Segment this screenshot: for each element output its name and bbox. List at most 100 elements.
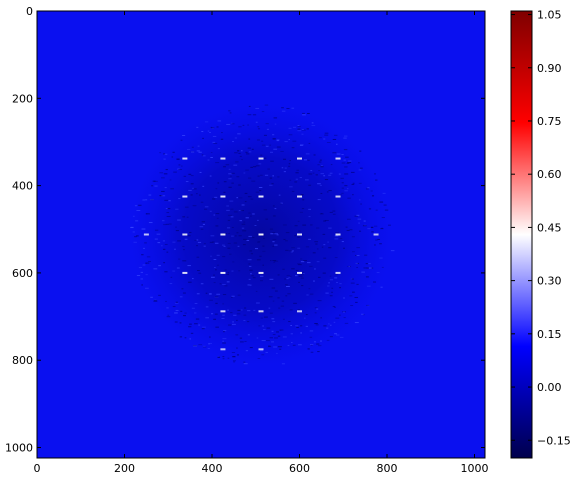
speckle-mark <box>243 244 246 245</box>
speckle-mark <box>333 214 336 215</box>
speckle-mark <box>224 181 227 182</box>
speckle-mark <box>201 202 204 203</box>
speckle-mark <box>343 160 345 161</box>
speckle-mark <box>311 345 313 346</box>
speckle-mark <box>240 338 242 339</box>
speckle-mark <box>165 244 168 245</box>
speckle-mark <box>255 248 258 249</box>
speckle-mark <box>275 291 278 292</box>
speckle-mark <box>276 331 279 332</box>
speckle-mark <box>176 230 179 231</box>
speckle-mark <box>363 225 367 226</box>
bright-point <box>182 158 187 160</box>
speckle-mark <box>228 325 231 326</box>
speckle-mark <box>366 263 368 264</box>
speckle-mark <box>211 313 213 314</box>
bright-point <box>297 234 302 236</box>
speckle-mark <box>304 159 307 160</box>
speckle-mark <box>174 249 176 250</box>
speckle-mark <box>361 272 365 273</box>
bright-point <box>297 158 302 160</box>
speckle-mark <box>356 267 358 268</box>
speckle-mark <box>315 244 317 245</box>
speckle-mark <box>382 217 385 218</box>
speckle-mark <box>349 295 352 296</box>
speckle-mark <box>163 159 165 160</box>
speckle-mark <box>344 190 347 191</box>
speckle-mark <box>212 142 215 143</box>
speckle-mark <box>314 323 318 324</box>
speckle-mark <box>300 332 302 333</box>
speckle-mark <box>272 175 274 176</box>
speckle-mark <box>273 239 277 240</box>
speckle-mark <box>178 169 182 170</box>
speckle-mark <box>272 246 274 247</box>
speckle-mark <box>367 187 369 188</box>
speckle-mark <box>266 146 269 147</box>
speckle-mark <box>289 163 291 164</box>
speckle-mark <box>273 205 275 206</box>
speckle-mark <box>286 286 290 287</box>
speckle-mark <box>206 306 209 307</box>
speckle-mark <box>316 228 319 229</box>
colorbar-tick-label: 0.90 <box>537 62 562 75</box>
bright-point <box>182 196 187 198</box>
speckle-mark <box>238 295 241 296</box>
speckle-mark <box>248 139 250 140</box>
speckle-mark <box>350 305 353 306</box>
speckle-mark <box>317 183 321 184</box>
speckle-mark <box>257 220 259 221</box>
colorbar-tick-label: 0.45 <box>537 221 562 234</box>
speckle-mark <box>300 195 303 196</box>
speckle-mark <box>299 276 303 277</box>
speckle-mark <box>289 139 291 140</box>
speckle-mark <box>180 336 182 337</box>
speckle-mark <box>269 308 271 309</box>
speckle-mark <box>227 310 229 311</box>
speckle-mark <box>301 278 304 279</box>
speckle-mark <box>168 200 170 201</box>
speckle-mark <box>347 162 351 163</box>
speckle-mark <box>155 230 158 231</box>
speckle-mark <box>142 199 145 200</box>
speckle-mark <box>248 196 252 197</box>
colorbar-tick-label: 0.00 <box>537 381 562 394</box>
speckle-mark <box>280 151 283 152</box>
speckle-mark <box>357 255 360 256</box>
speckle-mark <box>227 248 230 249</box>
speckle-mark <box>239 220 242 221</box>
speckle-mark <box>226 205 229 206</box>
speckle-mark <box>196 319 199 320</box>
speckle-mark <box>371 227 373 228</box>
speckle-mark <box>264 158 266 159</box>
speckle-mark <box>257 126 259 127</box>
speckle-mark <box>333 306 335 307</box>
speckle-mark <box>249 151 251 152</box>
speckle-mark <box>379 243 382 244</box>
speckle-mark <box>237 354 239 355</box>
speckle-mark <box>359 169 362 170</box>
speckle-mark <box>295 325 298 326</box>
speckle-mark <box>214 197 217 198</box>
speckle-mark <box>371 268 373 269</box>
speckle-mark <box>323 325 326 326</box>
speckle-mark <box>294 181 297 182</box>
speckle-mark <box>320 317 322 318</box>
speckle-mark <box>211 152 213 153</box>
speckle-mark <box>339 174 341 175</box>
speckle-mark <box>318 199 321 200</box>
speckle-mark <box>283 224 287 225</box>
speckle-mark <box>301 285 303 286</box>
speckle-mark <box>260 276 263 277</box>
speckle-mark <box>209 132 211 133</box>
speckle-mark <box>318 300 322 301</box>
bright-point <box>220 272 225 274</box>
speckle-mark <box>166 252 168 253</box>
speckle-mark <box>202 186 204 187</box>
speckle-mark <box>316 324 319 325</box>
speckle-mark <box>164 200 168 201</box>
speckle-mark <box>340 337 344 338</box>
speckle-mark <box>139 267 142 268</box>
speckle-mark <box>282 269 284 270</box>
speckle-mark <box>215 303 217 304</box>
